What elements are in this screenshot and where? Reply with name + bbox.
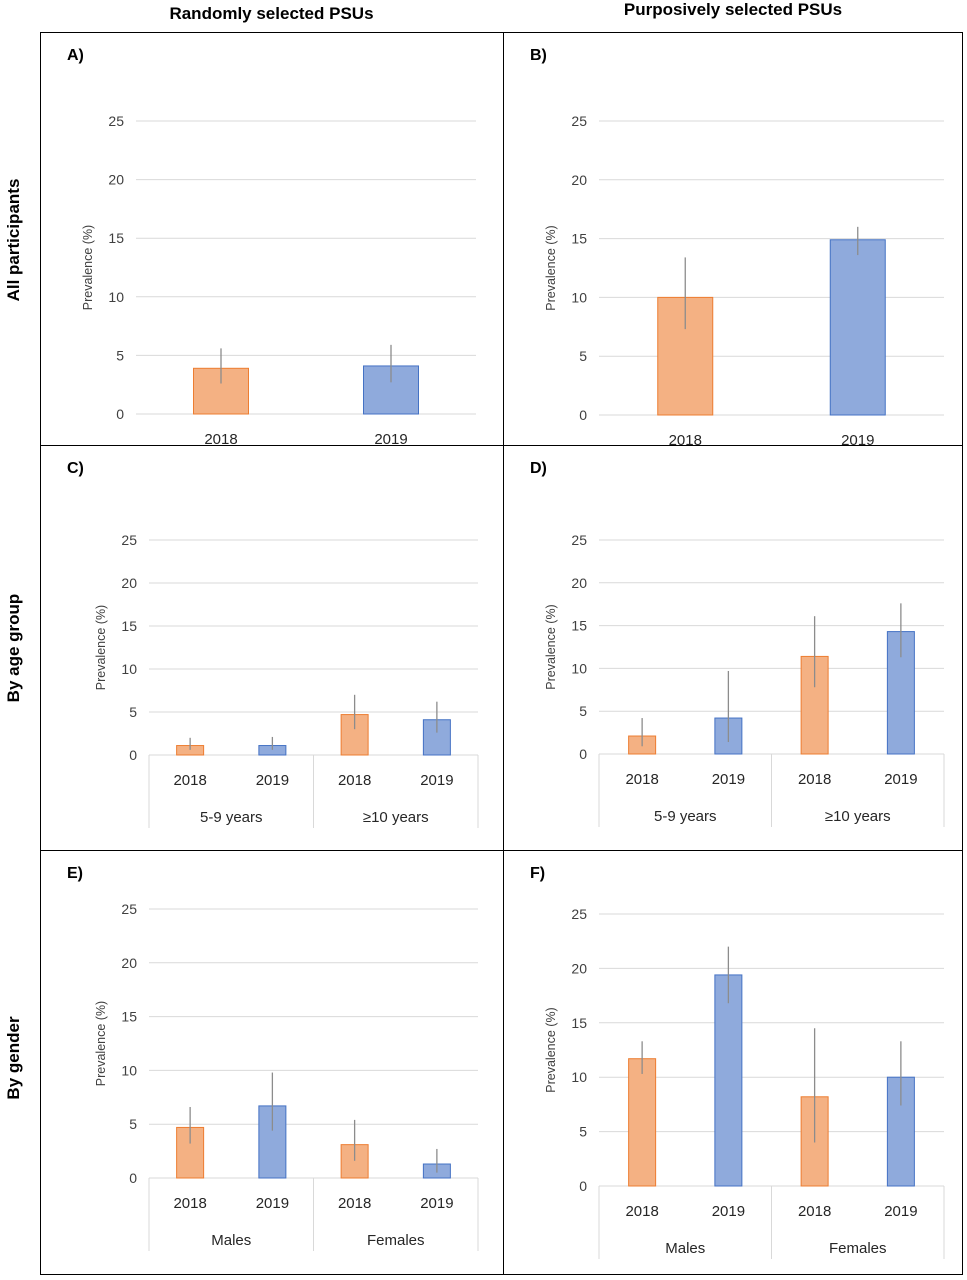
bar-2019 bbox=[714, 974, 743, 1187]
y-tick-label: 20 bbox=[108, 172, 124, 188]
y-tick-label: 0 bbox=[579, 1178, 587, 1194]
x-category-label: 2019 bbox=[420, 772, 453, 789]
y-tick-label: 20 bbox=[121, 955, 137, 971]
y-axis-label: Prevalence (%) bbox=[544, 604, 558, 689]
x-group-label: Females bbox=[829, 1240, 887, 1257]
x-group-label: Females bbox=[367, 1232, 425, 1249]
panel-c: C) 0 5 10 15 20 25 Prevalence (%) 2018 2019 2018 2… bbox=[40, 445, 504, 851]
x-category-label: 2018 bbox=[669, 432, 702, 447]
y-tick-label: 0 bbox=[129, 747, 137, 763]
x-group-label: Males bbox=[211, 1232, 251, 1249]
y-tick-label: 15 bbox=[571, 618, 587, 634]
y-axis-label: Prevalence (%) bbox=[94, 1001, 108, 1086]
panel-label: F) bbox=[530, 865, 546, 882]
y-tick-label: 10 bbox=[121, 1062, 137, 1078]
x-group-label: 5-9 years bbox=[654, 808, 717, 825]
y-tick-label: 5 bbox=[579, 1124, 587, 1140]
panel-a-chart: 0 5 10 15 20 25 Prevalence (%) 2018 2019 bbox=[81, 113, 476, 447]
y-tick-label: 25 bbox=[571, 113, 587, 129]
bar-2019 bbox=[829, 239, 886, 416]
x-category-label: 2018 bbox=[338, 1195, 371, 1212]
x-category-label: 2019 bbox=[256, 1195, 289, 1212]
y-tick-label: 25 bbox=[121, 901, 137, 917]
x-category-label: 2019 bbox=[374, 431, 407, 447]
y-tick-label: 0 bbox=[116, 406, 124, 422]
y-tick-label: 25 bbox=[108, 113, 124, 129]
x-category-label: 2018 bbox=[625, 1203, 658, 1220]
y-tick-label: 0 bbox=[579, 407, 587, 423]
panel-f: F) 0 5 10 15 20 25 Prevalence (%) 2018 2019 2018 2… bbox=[503, 850, 963, 1275]
x-category-label: 2019 bbox=[712, 771, 745, 788]
x-category-label: 2019 bbox=[884, 1203, 917, 1220]
bar-2018 bbox=[628, 1058, 657, 1187]
x-group-label: ≥10 years bbox=[363, 809, 429, 826]
panel-b: B) 0 5 10 15 20 25 Prevalence (%) 2018 2019 bbox=[503, 32, 963, 447]
y-tick-label: 10 bbox=[571, 1069, 587, 1085]
panel-label: B) bbox=[530, 47, 547, 64]
y-tick-label: 15 bbox=[571, 231, 587, 247]
y-tick-label: 25 bbox=[571, 532, 587, 548]
y-tick-label: 5 bbox=[129, 1116, 137, 1132]
y-axis-label: Prevalence (%) bbox=[544, 225, 558, 310]
x-category-label: 2019 bbox=[884, 771, 917, 788]
y-tick-label: 5 bbox=[116, 347, 124, 363]
y-tick-label: 10 bbox=[571, 289, 587, 305]
x-group-label: Males bbox=[665, 1240, 705, 1257]
y-tick-label: 0 bbox=[129, 1170, 137, 1186]
row-header-gender: By gender bbox=[4, 1016, 23, 1100]
row-header-all-participants: All participants bbox=[4, 178, 23, 302]
y-tick-label: 20 bbox=[121, 575, 137, 591]
x-group-label: ≥10 years bbox=[825, 808, 891, 825]
y-tick-label: 25 bbox=[571, 906, 587, 922]
x-group-label: 5-9 years bbox=[200, 809, 263, 826]
column-header-random: Randomly selected PSUs bbox=[169, 4, 374, 23]
panel-f-chart: 0 5 10 15 20 25 Prevalence (%) 2018 2019 2018 2019… bbox=[544, 906, 945, 1259]
panel-e-chart: 0 5 10 15 20 25 Prevalence (%) 2018 2019 2018 2019… bbox=[94, 901, 479, 1251]
y-tick-label: 5 bbox=[579, 348, 587, 364]
panel-a: A) 0 5 10 15 20 25 Prevalence (%) 2018 2019 bbox=[40, 32, 504, 447]
y-tick-label: 10 bbox=[121, 661, 137, 677]
y-tick-label: 15 bbox=[121, 1009, 137, 1025]
panel-d: D) 0 5 10 15 20 25 Prevalence (%) 2018 2019 2018 2… bbox=[503, 445, 963, 851]
x-category-label: 2019 bbox=[256, 772, 289, 789]
y-axis-label: Prevalence (%) bbox=[81, 225, 95, 310]
x-category-label: 2019 bbox=[841, 432, 874, 447]
x-category-label: 2018 bbox=[173, 1195, 206, 1212]
x-category-label: 2018 bbox=[204, 431, 237, 447]
y-tick-label: 15 bbox=[108, 230, 124, 246]
x-category-label: 2018 bbox=[798, 1203, 831, 1220]
x-category-label: 2018 bbox=[173, 772, 206, 789]
panel-label: E) bbox=[67, 865, 83, 882]
y-axis-label: Prevalence (%) bbox=[94, 605, 108, 690]
y-tick-label: 10 bbox=[108, 289, 124, 305]
x-category-label: 2019 bbox=[420, 1195, 453, 1212]
panel-d-chart: 0 5 10 15 20 25 Prevalence (%) 2018 2019 2018 2019… bbox=[544, 532, 945, 827]
y-axis-label: Prevalence (%) bbox=[544, 1007, 558, 1092]
bar-2018 bbox=[340, 714, 369, 756]
x-category-label: 2018 bbox=[798, 771, 831, 788]
panel-e: E) 0 5 10 15 20 25 Prevalence (%) 2018 2019 2018 2… bbox=[40, 850, 504, 1275]
y-tick-label: 5 bbox=[579, 703, 587, 719]
y-tick-label: 25 bbox=[121, 532, 137, 548]
y-tick-label: 5 bbox=[129, 704, 137, 720]
y-tick-label: 15 bbox=[571, 1015, 587, 1031]
panel-label: C) bbox=[67, 460, 84, 477]
panel-label: A) bbox=[67, 47, 84, 64]
panel-b-chart: 0 5 10 15 20 25 Prevalence (%) 2018 2019 bbox=[544, 113, 944, 447]
y-tick-label: 20 bbox=[571, 172, 587, 188]
row-header-age-group: By age group bbox=[4, 593, 23, 703]
x-category-label: 2019 bbox=[712, 1203, 745, 1220]
x-category-label: 2018 bbox=[625, 771, 658, 788]
column-header-purposive: Purposively selected PSUs bbox=[623, 0, 843, 19]
y-tick-label: 20 bbox=[571, 960, 587, 976]
y-tick-label: 0 bbox=[579, 746, 587, 762]
y-tick-label: 20 bbox=[571, 575, 587, 591]
panel-c-chart: 0 5 10 15 20 25 Prevalence (%) 2018 2019 2018 2019… bbox=[94, 532, 479, 828]
panel-label: D) bbox=[530, 460, 547, 477]
y-tick-label: 10 bbox=[571, 660, 587, 676]
y-tick-label: 15 bbox=[121, 618, 137, 634]
x-category-label: 2018 bbox=[338, 772, 371, 789]
